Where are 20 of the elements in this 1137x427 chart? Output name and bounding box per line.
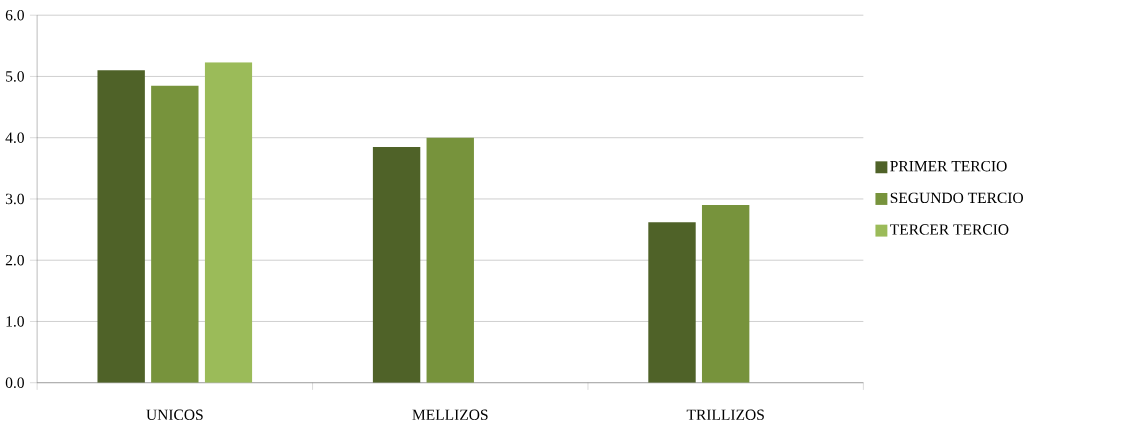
x-tick-label: MELLIZOS [412,409,488,421]
y-tick-label: 2.0 [5,255,24,266]
legend-label: SEGUNDO TERCIO [890,192,1024,204]
y-tick-label: 0.0 [5,377,24,389]
x-tick-label: TRILLIZOS [686,409,764,421]
y-tick-label: 6.0 [5,10,24,21]
y-tick-label: 5.0 [6,71,24,82]
bar [648,222,696,383]
y-tick-label: 3.0 [5,193,24,205]
bar [701,205,750,383]
bar [426,137,474,383]
legend-label: PRIMER TERCIO [890,161,1007,172]
y-tick-label: 4.0 [5,132,24,144]
bar [97,70,145,383]
x-tick-label: UNICOS [146,409,203,421]
bar [204,62,253,383]
bar [372,147,421,383]
legend-label: TERCER TERCIO [890,224,1009,235]
bar [151,85,199,383]
y-tick-label: 1.0 [6,316,24,327]
